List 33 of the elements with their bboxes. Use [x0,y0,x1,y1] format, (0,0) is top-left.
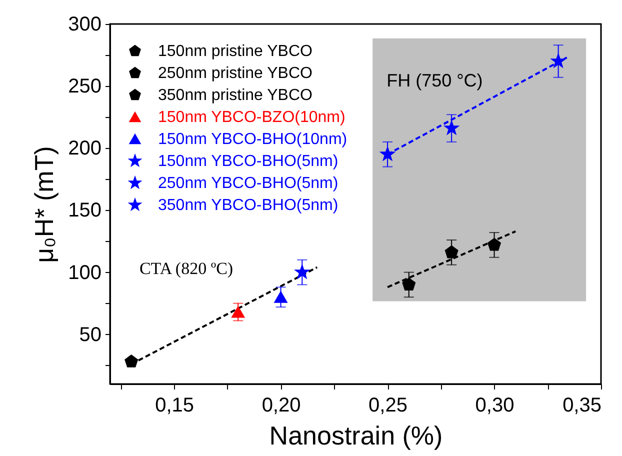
x-tick-label: 0,35 [562,394,602,416]
point [444,120,459,134]
point [488,238,501,251]
annotation: CTA (820 ºC) [139,258,234,278]
legend-label: 150nm YBCO-BZO(10nm) [158,109,346,126]
point [402,278,416,290]
y-tick-label: 200 [68,138,102,160]
point [274,291,288,303]
point [124,354,138,368]
y-tick-label: 300 [68,14,102,36]
point [294,264,310,278]
legend-label: 250nm pristine YBCO [158,65,312,82]
x-tick-label: 0,25 [368,394,408,416]
point [231,306,245,318]
legend-label: 350nm pristine YBCO [158,87,312,104]
x-tick-label: 0,30 [475,394,514,416]
legend-label: 250nm YBCO-BHO(5nm) [158,175,338,192]
point [444,245,458,258]
y-tick-label: 50 [79,324,102,346]
x-tick-label: 0,20 [262,394,301,416]
point [551,54,566,68]
y-tick-label: 150 [68,200,102,222]
x-axis-title: Nanostrain (%) [269,420,443,450]
y-axis-title: μ₀H* (mT) [29,146,60,263]
legend-label: 150nm YBCO-BHO(10nm) [158,131,348,148]
legend-label: 350nm YBCO-BHO(5nm) [158,197,338,214]
band-label: FH (750 °C) [386,70,483,91]
legend-label: 150nm pristine YBCO [158,43,312,60]
point [380,146,395,161]
legend-label: 150nm YBCO-BHO(5nm) [158,153,338,170]
y-tick-label: 250 [68,76,102,98]
y-tick-label: 100 [68,262,102,284]
x-tick-label: 0,15 [155,394,194,416]
